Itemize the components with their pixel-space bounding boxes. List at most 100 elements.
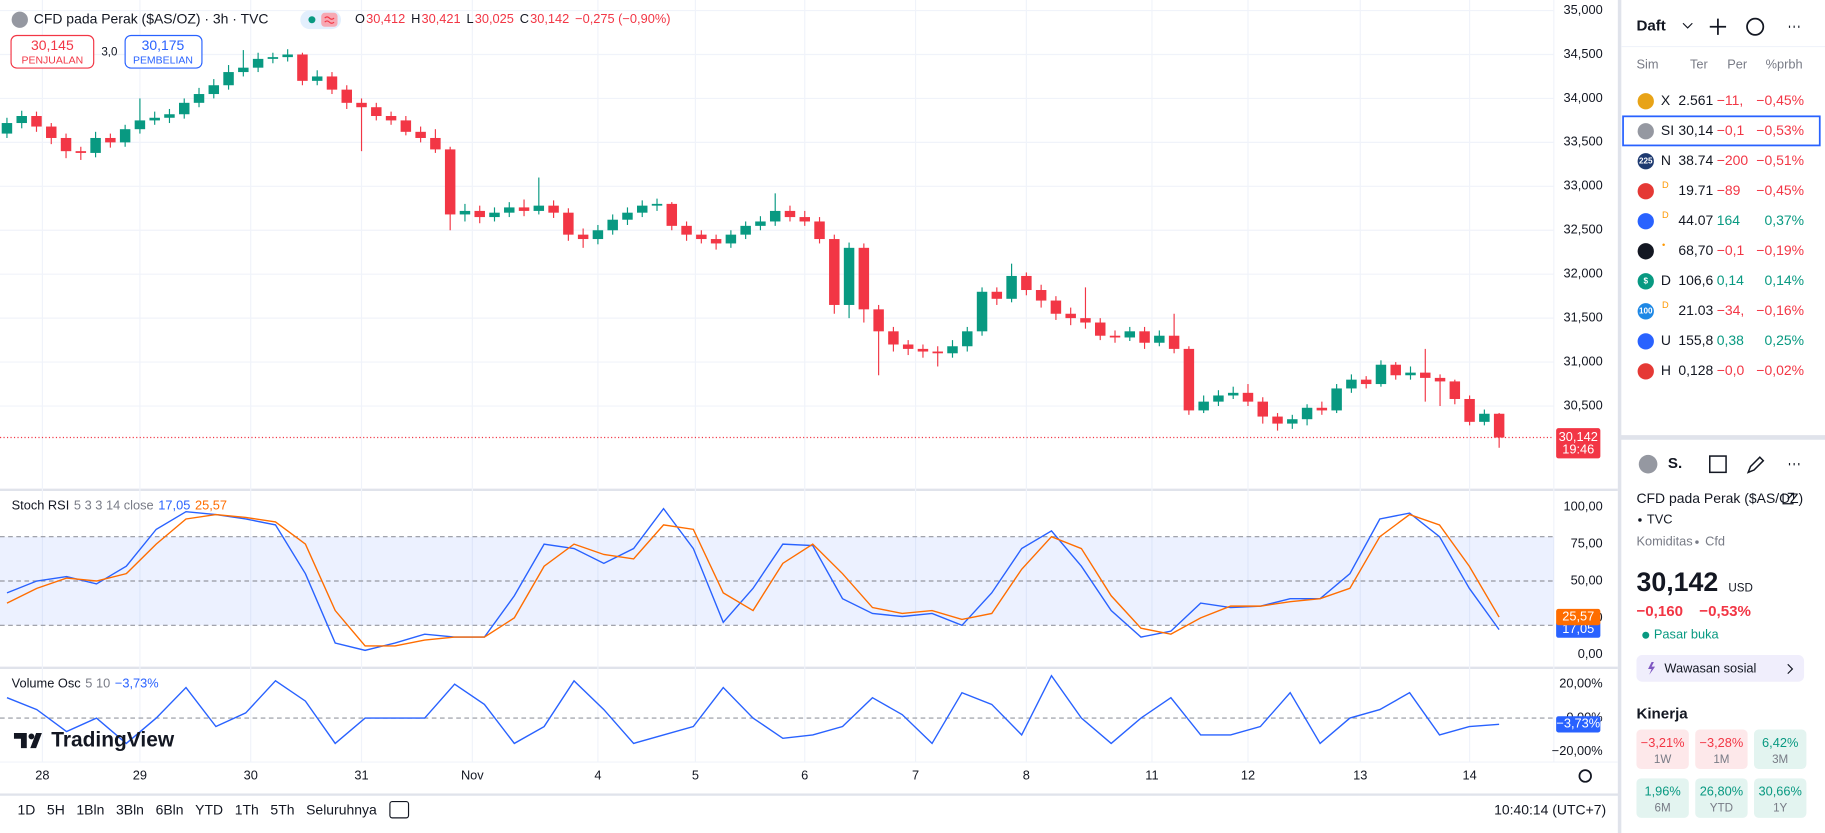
status-dot	[1642, 631, 1650, 639]
candle-body	[1375, 364, 1387, 385]
row-last: 68,70	[1678, 242, 1713, 258]
candle-body	[1021, 275, 1032, 291]
status-icon	[324, 16, 335, 24]
indicator-title: Volume Osc	[12, 675, 82, 690]
performance-title: Kinerja	[1636, 705, 1688, 722]
candle-body	[888, 331, 899, 345]
note-icon[interactable]	[1746, 456, 1765, 474]
range-button[interactable]: 1D	[17, 802, 35, 818]
row-icon	[1637, 153, 1654, 170]
range-button[interactable]: 1Bln	[76, 802, 104, 818]
candle-body	[902, 344, 914, 349]
row-change-pct: −0,16%	[1756, 302, 1804, 318]
y-tick-label: 50,00	[1571, 572, 1603, 587]
candle-body	[400, 120, 412, 132]
y-tick-label: 33,500	[1564, 134, 1603, 149]
symbol-title[interactable]: CFD pada Perak ($AS/OZ) · 3h · TVC	[34, 10, 269, 26]
row-symbol: X	[1661, 92, 1671, 108]
axis-value-label: −3,73%	[1556, 716, 1600, 731]
row-change: −34,	[1717, 302, 1745, 318]
range-button[interactable]: Seluruhnya	[306, 802, 377, 818]
candle-body	[1287, 419, 1298, 424]
range-button[interactable]: 3Bln	[116, 802, 144, 818]
candle-body	[666, 203, 678, 226]
row-change-pct: −0,53%	[1756, 122, 1804, 138]
sell-button[interactable]	[10, 34, 95, 69]
sell-price: 30,145	[31, 37, 74, 53]
insight-button[interactable]	[1636, 654, 1805, 682]
performance-tile	[1695, 778, 1748, 818]
ohlc-value: 30,412	[366, 11, 405, 26]
candle-body	[504, 207, 515, 213]
candle-body	[710, 239, 722, 244]
chevron-icon[interactable]	[1682, 22, 1693, 29]
price-tag-countdown: 19:46	[1562, 442, 1594, 457]
candle-body	[193, 94, 205, 103]
details-category: Komiditas	[1636, 534, 1692, 549]
details-kind: Cfd	[1705, 534, 1725, 549]
candle-body	[1095, 322, 1106, 336]
candle-body	[947, 346, 958, 354]
candle-body	[415, 131, 426, 138]
candle-body	[474, 210, 485, 218]
candle-body	[725, 234, 737, 244]
row-icon-label: 225	[1639, 156, 1653, 165]
candle-body	[518, 207, 530, 211]
row-change-pct: −0,45%	[1756, 182, 1804, 198]
details-symbol[interactable]: S.	[1668, 455, 1682, 472]
candle-body	[1035, 290, 1047, 301]
candle-body	[533, 205, 545, 211]
candle-body	[740, 225, 751, 235]
date-range-icon[interactable]	[389, 801, 410, 819]
row-change-pct: −0,02%	[1756, 362, 1804, 378]
candle-body	[282, 54, 293, 58]
candle-body	[637, 205, 648, 213]
selected-row	[1622, 115, 1821, 147]
candle-body	[1479, 413, 1490, 422]
candle-body	[223, 72, 234, 86]
row-change: 164	[1717, 212, 1741, 228]
x-tick-label: 31	[354, 767, 368, 782]
grid-layer	[0, 0, 1554, 763]
candle-body	[1109, 335, 1121, 338]
candle-body	[1434, 377, 1446, 382]
performance-value: 30,66%	[1758, 784, 1801, 799]
logo[interactable]: TradingView	[13, 729, 175, 752]
bottom-toolbar	[0, 795, 1618, 833]
row-last: 2.561	[1678, 92, 1713, 108]
spread: 3,0	[101, 45, 118, 58]
row-symbol: D	[1661, 272, 1671, 288]
candle-body	[149, 117, 160, 121]
range-button[interactable]: 5H	[47, 802, 65, 818]
add-icon[interactable]	[1709, 18, 1727, 35]
chart-icon[interactable]	[1746, 17, 1765, 36]
external-link-icon[interactable]	[1782, 492, 1795, 505]
performance-tile	[1636, 778, 1689, 818]
candle-body	[1242, 392, 1254, 402]
performance-value: 6,42%	[1762, 735, 1798, 750]
overlay-layer: CFD pada Perak ($AS/OZ) · 3h · TVC 30,14…	[10, 2, 1825, 819]
row-tag: •	[1662, 240, 1665, 250]
details-currency: USD	[1728, 582, 1753, 595]
range-button[interactable]: 6Bln	[156, 802, 184, 818]
range-button[interactable]: 1Th	[235, 802, 259, 818]
y-tick-label: 34,500	[1564, 46, 1603, 61]
layout-icon[interactable]	[1709, 455, 1727, 474]
candle-body	[326, 76, 338, 90]
column-header: Sim	[1636, 57, 1658, 72]
symbol-icon	[11, 11, 28, 28]
candle-body	[1213, 395, 1224, 402]
candle-body	[385, 116, 397, 121]
range-button[interactable]: YTD	[195, 802, 223, 818]
details-change: −0,160	[1636, 603, 1683, 620]
buy-button[interactable]	[124, 34, 203, 69]
settings-icon[interactable]	[1578, 769, 1592, 783]
status-dot	[308, 16, 316, 24]
range-button[interactable]: 5Th	[270, 802, 294, 818]
candle-body	[1124, 331, 1136, 338]
performance-value: 26,80%	[1700, 784, 1743, 799]
x-tick-label: 12	[1241, 767, 1255, 782]
watchlist-title[interactable]: Daft	[1636, 18, 1665, 35]
buy-label: PEMBELIAN	[133, 55, 193, 66]
